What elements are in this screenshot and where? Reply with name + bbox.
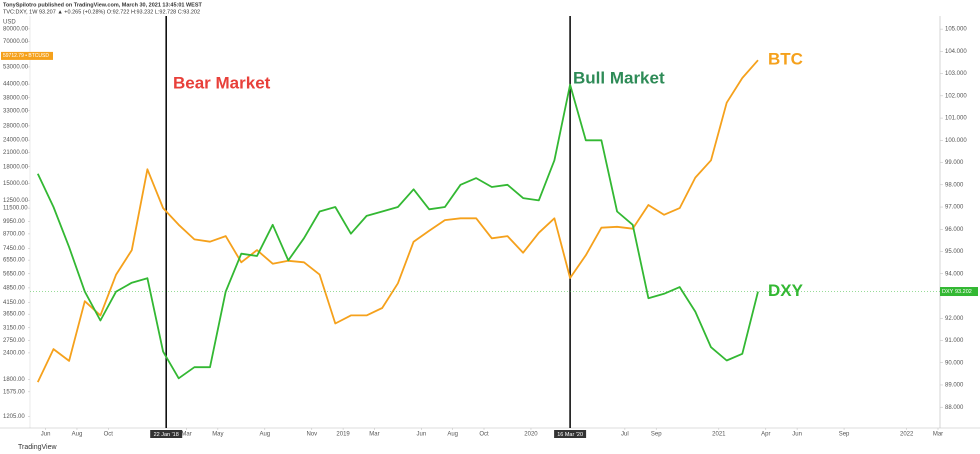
x-tick-label: Mar <box>933 432 943 438</box>
event-label: 22 Jan '18 <box>154 432 179 438</box>
y-tick-label: 6550.00 <box>3 258 25 264</box>
y-tick-label: 4150.00 <box>3 300 25 306</box>
y2-tick-label: 99.000 <box>945 160 964 166</box>
series-label: DXY <box>768 281 804 300</box>
last-badge-value: 93.202 <box>955 289 972 295</box>
x-tick-label: Sep <box>651 432 662 438</box>
y-tick-label: 21000.00 <box>3 150 29 156</box>
annotation: Bull Market <box>573 68 665 87</box>
y-tick-label: 5650.00 <box>3 271 25 277</box>
y-tick-label: 1800.00 <box>3 377 25 383</box>
y-tick-label: 2750.00 <box>3 338 25 344</box>
x-tick-label: Apr <box>761 432 770 438</box>
x-tick-label: May <box>212 432 223 438</box>
x-tick-label: 2022 <box>900 432 914 438</box>
y-tick-label: 1205.00 <box>3 414 25 420</box>
x-tick-label: 2021 <box>712 432 726 438</box>
y-tick-label: 24000.00 <box>3 138 29 144</box>
series-line <box>36 59 759 383</box>
y-tick-label: 38000.00 <box>3 95 29 101</box>
y-tick-label: 44000.00 <box>3 82 29 88</box>
annotation: Bear Market <box>173 73 271 92</box>
y-tick-label: 8700.00 <box>3 231 25 237</box>
y2-tick-label: 105.000 <box>945 27 967 33</box>
x-tick-label: Jul <box>621 432 629 438</box>
y-tick-label: 11500.00 <box>3 206 28 212</box>
y2-tick-label: 103.000 <box>945 71 967 77</box>
symbol-line: TVC:DXY, 1W 93.207 ▲ +0.265 (+0.28%) O:9… <box>3 9 200 15</box>
x-tick-label: Aug <box>259 432 270 438</box>
x-tick-label: 2019 <box>336 432 350 438</box>
y-unit: USD <box>3 20 16 26</box>
x-tick-label: Aug <box>72 432 83 438</box>
y2-tick-label: 92.000 <box>945 316 964 322</box>
x-tick-label: Jun <box>792 432 802 438</box>
last-badge <box>1 51 53 60</box>
y2-tick-label: 96.000 <box>945 227 964 233</box>
event-label-box <box>554 430 587 438</box>
y-tick-label: 9950.00 <box>3 219 25 225</box>
x-tick-label: Nov <box>306 432 317 438</box>
y2-tick-label: 100.000 <box>945 138 967 144</box>
y-tick-label: 33000.00 <box>3 108 29 114</box>
y-tick-label: 7450.00 <box>3 246 25 252</box>
y-tick-label: 53000.00 <box>3 65 29 71</box>
y-tick-label: 3150.00 <box>3 325 25 331</box>
event-label: 16 Mar '20 <box>557 432 583 438</box>
y2-tick-label: 95.000 <box>945 249 964 255</box>
y2-tick-label: 101.000 <box>945 116 967 122</box>
last-badge <box>940 287 978 297</box>
y-tick-label: 80000.00 <box>3 26 29 32</box>
last-badge-label: 59712.79 • BTCUSD <box>3 53 49 59</box>
x-tick-label: Mar <box>181 432 191 438</box>
y-tick-label: 70000.00 <box>3 39 29 45</box>
x-tick-label: Mar <box>369 432 379 438</box>
y-tick-label: 12500.00 <box>3 198 29 204</box>
x-tick-label: 2020 <box>524 432 538 438</box>
author-line: TonySpilotro published on TradingView.co… <box>3 2 203 8</box>
x-tick-label: Oct <box>479 432 489 438</box>
x-tick-label: Aug <box>447 432 458 438</box>
y2-tick-label: 104.000 <box>945 49 967 55</box>
y-tick-label: 2400.00 <box>3 350 25 356</box>
x-tick-label: Jun <box>417 432 427 438</box>
y2-tick-label: 91.000 <box>945 338 964 344</box>
y2-tick-label: 94.000 <box>945 271 964 277</box>
y2-tick-label: 102.000 <box>945 93 967 99</box>
event-label-box <box>150 430 183 438</box>
y-tick-label: 15000.00 <box>3 181 29 187</box>
last-badge-name: DXY <box>942 289 954 295</box>
y2-tick-label: 90.000 <box>945 360 964 366</box>
y-tick-label: 3650.00 <box>3 312 25 318</box>
x-tick-label: Oct <box>104 432 114 438</box>
series-label: BTC <box>768 50 803 69</box>
y2-tick-label: 88.000 <box>945 405 964 411</box>
series-line <box>36 83 759 380</box>
y-tick-label: 28000.00 <box>3 123 29 129</box>
y2-tick-label: 98.000 <box>945 182 964 188</box>
y2-tick-label: 97.000 <box>945 205 964 211</box>
x-tick-label: Jun <box>41 432 51 438</box>
y2-tick-label: 89.000 <box>945 383 964 389</box>
x-tick-label: Sep <box>839 432 850 438</box>
footer-logo: TradingView <box>18 444 57 451</box>
y-tick-label: 18000.00 <box>3 164 29 170</box>
y-tick-label: 1575.00 <box>3 389 25 395</box>
y-tick-label: 4850.00 <box>3 285 25 291</box>
